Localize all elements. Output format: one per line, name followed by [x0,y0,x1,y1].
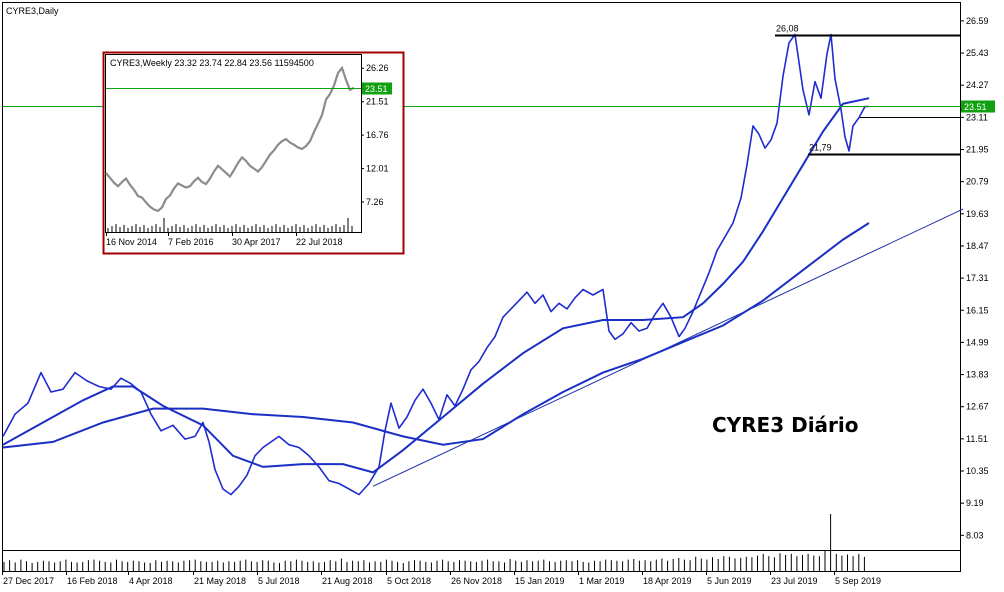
y-tick-label: 14.99 [966,337,989,347]
y-tick-label: 20.79 [966,177,989,187]
x-tick-label: 21 May 2018 [194,576,246,586]
inset-price-layer [105,65,355,213]
current-price-tag [961,100,995,113]
inset-y-axis-ticks: 26.26 21.51 16.76 12.01 7.26 [361,63,389,207]
y-tick-label: 11.51 [966,434,988,444]
x-tick-label: 26 Nov 2018 [451,576,502,586]
y-tick-label: 13.83 [966,370,989,380]
inset-price-line [105,65,355,213]
y-tick-label: 18.47 [966,241,989,251]
y-tick-label: 23.11 [966,112,988,122]
y-tick-label: 12.67 [966,402,989,412]
inset-x-tick-label: 7 Feb 2016 [168,237,214,247]
x-tick-label: 21 Aug 2018 [322,576,373,586]
level-lines-layer: 26,08 21,79 [775,24,960,156]
y-tick-label: 21.95 [966,145,989,155]
inset-current-price-layer: 23.51 [106,82,392,95]
weekly-inset-chart: CYRE3,Weekly 23.32 23.74 22.84 23.56 115… [102,51,405,255]
level-label: 26,08 [776,24,799,34]
current-price-label: 23.51 [964,102,987,112]
inset-y-tick-label: 21.51 [366,97,389,107]
x-tick-label: 16 Feb 2018 [67,576,118,586]
inset-y-tick-label: 26.26 [366,63,389,73]
inset-x-tick-label: 16 Nov 2014 [106,237,157,247]
x-tick-label: 5 Jun 2019 [707,576,752,586]
x-tick-label: 27 Dec 2017 [3,576,54,586]
y-axis-ticks: 26.59 25.43 24.27 23.11 21.95 20.79 19.63 18.47… [960,16,989,540]
y-tick-label: 25.43 [966,48,989,58]
inset-current-price-tag [362,82,392,95]
x-tick-label: 5 Jul 2018 [258,576,300,586]
x-tick-label: 4 Apr 2018 [129,576,173,586]
inset-plot-frame [105,54,362,233]
x-tick-label: 5 Oct 2018 [387,576,431,586]
inset-volume-layer [107,218,353,232]
inset-y-tick-label: 7.26 [366,197,384,207]
y-tick-label: 19.63 [966,209,989,219]
price-line [2,33,869,496]
inset-title: CYRE3,Weekly 23.32 23.74 22.84 23.56 115… [110,58,314,68]
y-tick-label: 17.31 [966,273,989,283]
inset-x-tick-label: 30 Apr 2017 [232,237,281,247]
volume-layer [3,514,865,571]
x-tick-label: 1 Mar 2019 [579,576,625,586]
price-series-layer [2,33,869,496]
inset-border [102,51,405,255]
y-tick-label: 9.19 [966,498,984,508]
chart-annotation: CYRE3 Diário [712,413,859,437]
chart-title: CYRE3,Daily [6,6,59,16]
inset-y-tick-label: 12.01 [366,164,389,174]
fast-moving-average-line [2,97,870,474]
fast-average-layer [2,97,870,474]
y-tick-label: 8.03 [966,530,984,540]
inset-x-axis-ticks: 16 Nov 2014 7 Feb 2016 30 Apr 2017 22 Jul 2… [106,232,343,247]
x-tick-label: 15 Jan 2019 [515,576,565,586]
x-axis-ticks: 27 Dec 2017 16 Feb 2018 4 Apr 2018 21 May 2… [2,571,881,586]
inset-x-tick-label: 22 Jul 2018 [296,237,343,247]
y-tick-label: 10.35 [966,466,989,476]
x-tick-label: 18 Apr 2019 [643,576,692,586]
x-tick-label: 23 Jul 2019 [771,576,818,586]
x-tick-label: 5 Sep 2019 [835,576,881,586]
inset-current-price-label: 23.51 [365,84,388,94]
y-tick-label: 16.15 [966,305,989,315]
y-tick-label: 24.27 [966,80,989,90]
y-tick-label: 26.59 [966,16,989,26]
inset-y-tick-label: 16.76 [366,130,389,140]
level-label: 21,79 [809,143,832,153]
